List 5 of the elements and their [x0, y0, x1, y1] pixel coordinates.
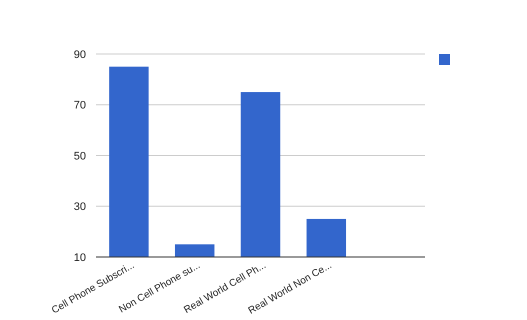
y-tick-label: 70 — [74, 100, 86, 112]
y-tick-label: 90 — [74, 48, 86, 61]
y-tick-label: 50 — [74, 150, 86, 162]
y-tick-label: 30 — [74, 201, 86, 214]
y-tick-label: 10 — [74, 252, 86, 264]
